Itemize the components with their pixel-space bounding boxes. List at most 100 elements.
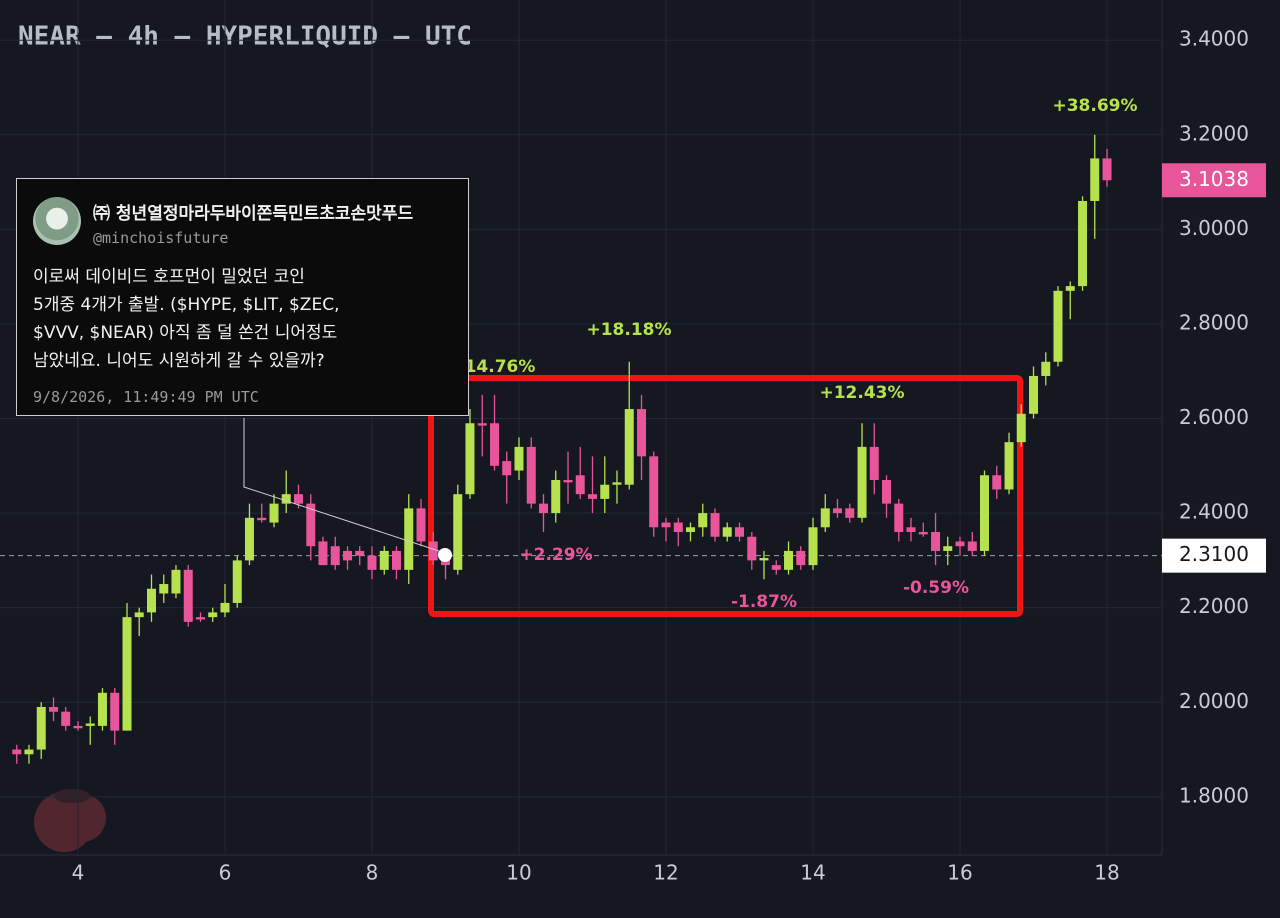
chart-title: NEAR — 4h — HYPERLIQUID — UTC xyxy=(18,22,472,52)
candle-body xyxy=(306,503,316,547)
candle-body xyxy=(845,508,855,518)
candle-body xyxy=(637,409,647,457)
logo xyxy=(34,789,106,852)
tweet-dot xyxy=(438,548,452,562)
candle-body xyxy=(318,541,328,566)
y-tick-label: 2.6000 xyxy=(1179,405,1249,429)
candle-body xyxy=(1078,200,1088,287)
candle-body xyxy=(122,617,132,731)
candle-body xyxy=(465,423,475,495)
candle-body xyxy=(355,550,365,556)
candle-body xyxy=(97,692,107,726)
price-label: 2.3100 xyxy=(1179,542,1249,566)
y-tick-label: 3.4000 xyxy=(1179,27,1249,51)
candle-body xyxy=(391,550,401,570)
candle-body xyxy=(208,612,218,618)
candle-body xyxy=(979,475,989,551)
tweet-card: ㈜ 청년열정마라두바이쫀득민트초코손맛푸드 @minchoisfuture 이로… xyxy=(16,178,469,416)
y-tick-label: 3.0000 xyxy=(1179,216,1249,240)
candle-body xyxy=(735,527,745,537)
last-price-label: 3.1038 xyxy=(1179,167,1249,191)
candle-body xyxy=(1065,286,1075,291)
x-tick-label: 4 xyxy=(72,861,85,885)
candle-body xyxy=(538,503,548,514)
candle-body xyxy=(820,508,830,528)
candle-body xyxy=(257,517,267,521)
candle-body xyxy=(882,479,892,504)
candle-body xyxy=(49,706,59,712)
candle-body xyxy=(600,484,610,499)
candle-body xyxy=(24,749,34,755)
x-tick-label: 10 xyxy=(506,861,531,885)
candle-body xyxy=(330,546,340,566)
tweet-name: ㈜ 청년열정마라두바이쫀득민트초코손맛푸드 xyxy=(93,204,414,224)
candle-body xyxy=(894,503,904,533)
x-tick-label: 16 xyxy=(947,861,972,885)
annotation: -1.87% xyxy=(731,592,797,612)
y-tick-label: 2.0000 xyxy=(1179,689,1249,713)
connector xyxy=(243,418,446,554)
tweet-text: 이로써 데이비드 호프먼이 밀었던 코인 5개중 4개가 출발. ($HYPE,… xyxy=(33,263,339,375)
tweet-handle: @minchoisfuture xyxy=(93,229,229,247)
candle-body xyxy=(808,527,818,566)
candle-body xyxy=(943,546,953,551)
candle-body xyxy=(244,517,254,561)
y-tick-label: 1.8000 xyxy=(1179,783,1249,807)
candle-body xyxy=(146,588,156,613)
candle-body xyxy=(1041,361,1051,376)
candle-body xyxy=(661,522,671,528)
tweet-date: 9/8/2026, 11:49:49 PM UTC xyxy=(33,388,259,406)
candle-body xyxy=(747,536,757,561)
candle-body xyxy=(796,550,806,566)
x-tick-label: 6 xyxy=(219,861,232,885)
candle-body xyxy=(931,532,941,551)
candle-body xyxy=(784,550,794,570)
candle-body xyxy=(367,555,377,570)
candle-body xyxy=(416,508,426,542)
annotation: +2.29% xyxy=(519,545,592,565)
candle-body xyxy=(453,494,463,570)
candle-body xyxy=(379,550,389,570)
y-tick-label: 2.8000 xyxy=(1179,310,1249,334)
candle-body xyxy=(183,569,193,622)
candle-body xyxy=(293,494,303,504)
candle-body xyxy=(685,527,695,533)
candle-body xyxy=(906,527,916,533)
price-label-box xyxy=(1162,538,1266,573)
x-tick-label: 14 xyxy=(800,861,825,885)
tweet-line: 이로써 데이비드 호프먼이 밀었던 코인 xyxy=(33,267,305,287)
last-price-box xyxy=(1162,163,1266,198)
x-tick-label: 18 xyxy=(1094,861,1119,885)
grid xyxy=(0,0,1162,855)
candle-body xyxy=(1090,158,1100,201)
candle-body xyxy=(588,494,598,499)
candle-body xyxy=(1016,413,1026,443)
candle-body xyxy=(502,461,512,476)
candle-body xyxy=(992,475,1002,490)
candle-body xyxy=(110,692,120,731)
x-tick-label: 12 xyxy=(653,861,678,885)
candle-body xyxy=(575,475,585,495)
candle-body xyxy=(759,558,769,561)
annotation: -0.59% xyxy=(903,578,969,598)
tweet-line: 남았네요. 니어도 시원하게 갈 수 있을까? xyxy=(33,351,325,371)
candle-body xyxy=(918,532,928,535)
candle-body xyxy=(673,522,683,533)
annotation: +18.18% xyxy=(586,320,671,340)
candle-body xyxy=(85,723,95,726)
candle-body xyxy=(343,550,353,561)
candle-body xyxy=(12,749,22,755)
candle-body xyxy=(832,508,842,514)
candle-body xyxy=(281,494,291,504)
candle-body xyxy=(490,423,500,466)
annotation: +38.69% xyxy=(1052,96,1137,116)
candle-body xyxy=(624,409,634,485)
candle-body xyxy=(428,541,438,561)
candle-body xyxy=(159,584,169,594)
candle-body xyxy=(771,565,781,570)
highlight-box xyxy=(428,375,1023,617)
y-tick-label: 3.2000 xyxy=(1179,121,1249,145)
candle-body xyxy=(526,446,536,504)
